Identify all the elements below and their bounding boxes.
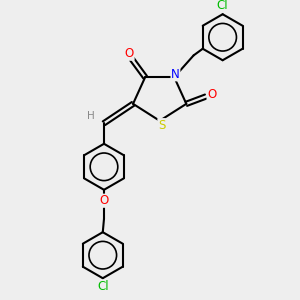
Text: Cl: Cl — [97, 280, 109, 293]
Text: H: H — [87, 111, 94, 121]
Text: Cl: Cl — [217, 0, 229, 12]
Text: O: O — [125, 47, 134, 60]
Text: O: O — [99, 194, 109, 207]
Text: O: O — [207, 88, 216, 100]
Text: N: N — [171, 68, 180, 81]
Text: S: S — [158, 118, 165, 132]
